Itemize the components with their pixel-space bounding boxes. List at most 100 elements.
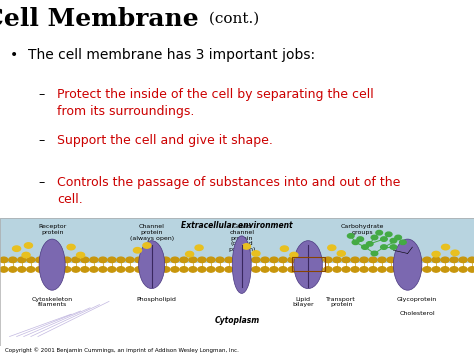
Circle shape [162,257,170,263]
Circle shape [135,267,143,272]
Text: –: – [38,134,44,147]
Circle shape [261,257,269,263]
Circle shape [198,257,206,263]
Text: •: • [9,48,18,62]
Circle shape [186,251,194,257]
Circle shape [243,267,251,272]
Circle shape [324,257,332,263]
Ellipse shape [232,236,251,293]
Circle shape [90,267,98,272]
Circle shape [450,257,458,263]
Circle shape [347,234,354,238]
Circle shape [362,245,368,249]
Circle shape [207,257,215,263]
Circle shape [442,244,449,250]
Circle shape [270,267,278,272]
Circle shape [381,245,387,249]
Circle shape [357,237,364,241]
Circle shape [342,257,350,263]
Circle shape [385,232,392,236]
Circle shape [459,267,467,272]
Circle shape [297,257,305,263]
Circle shape [189,257,197,263]
Circle shape [171,267,179,272]
Circle shape [378,267,386,272]
Circle shape [72,267,80,272]
Circle shape [117,267,125,272]
Bar [0,218,474,263]
Circle shape [405,267,413,272]
Text: Extracellular environment: Extracellular environment [181,221,293,230]
Circle shape [126,257,134,263]
Circle shape [288,267,296,272]
Circle shape [225,267,233,272]
Circle shape [0,267,8,272]
Circle shape [400,240,406,245]
Text: Channel
protein
(always open): Channel protein (always open) [129,224,174,241]
Circle shape [297,267,305,272]
Circle shape [36,257,44,263]
Circle shape [360,257,368,263]
Text: Cytoskeleton
filaments: Cytoskeleton filaments [32,296,73,307]
Circle shape [352,240,359,245]
Text: Lipid
bilayer: Lipid bilayer [292,296,314,307]
Circle shape [12,246,21,251]
Circle shape [414,257,422,263]
Circle shape [288,257,296,263]
Circle shape [77,252,84,258]
Circle shape [450,267,458,272]
Circle shape [306,267,314,272]
Circle shape [67,244,75,250]
Circle shape [22,252,30,258]
Circle shape [396,267,404,272]
Circle shape [337,251,345,256]
Circle shape [432,257,440,263]
Circle shape [45,257,53,263]
Circle shape [333,257,341,263]
Circle shape [468,267,474,272]
Circle shape [63,257,71,263]
Bar [292,257,325,271]
Circle shape [27,267,35,272]
Circle shape [328,245,336,250]
Circle shape [451,250,459,256]
Circle shape [143,243,151,248]
Circle shape [134,247,141,253]
Circle shape [36,267,44,272]
Text: The cell membrane has 3 important jobs:: The cell membrane has 3 important jobs: [28,48,316,62]
Circle shape [195,245,203,250]
Circle shape [18,257,26,263]
Circle shape [90,257,98,263]
Ellipse shape [393,239,422,290]
Circle shape [99,267,107,272]
Circle shape [441,257,449,263]
Circle shape [369,257,377,263]
Circle shape [180,267,188,272]
Circle shape [423,267,431,272]
Circle shape [342,267,350,272]
Circle shape [144,267,152,272]
Circle shape [216,257,224,263]
Circle shape [9,267,17,272]
Text: Transport
protein: Transport protein [327,296,356,307]
Text: Gated
channel
protein
(closed
position): Gated channel protein (closed position) [228,224,255,252]
Text: (cont.): (cont.) [204,12,259,26]
Circle shape [376,230,383,235]
Ellipse shape [139,241,165,289]
Circle shape [54,267,62,272]
Circle shape [381,237,387,241]
Circle shape [126,267,134,272]
Circle shape [281,246,288,251]
Text: Phospholipid: Phospholipid [137,296,176,302]
Circle shape [144,257,152,263]
Circle shape [468,257,474,263]
Circle shape [252,251,260,256]
Text: Carbohydrate
groups: Carbohydrate groups [341,224,384,235]
Circle shape [198,267,206,272]
Circle shape [252,257,260,263]
Circle shape [333,267,341,272]
Circle shape [366,242,373,246]
Circle shape [0,257,8,263]
Circle shape [242,244,251,249]
Circle shape [324,267,332,272]
